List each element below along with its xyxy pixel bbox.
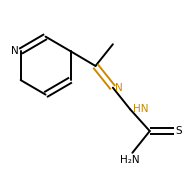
Text: HN: HN (133, 104, 148, 114)
Text: S: S (176, 126, 182, 136)
Text: N: N (11, 46, 19, 56)
Text: H₂N: H₂N (120, 155, 140, 164)
Text: N: N (116, 83, 123, 93)
